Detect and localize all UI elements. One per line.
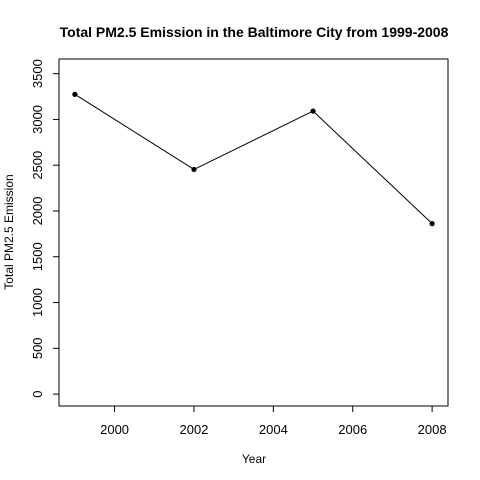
y-tick-label: 500 [30,337,45,359]
chart-title: Total PM2.5 Emission in the Baltimore Ci… [60,24,449,40]
x-axis-title: Year [242,452,266,466]
x-tick-label: 2006 [338,422,367,437]
y-axis: 0 500 1000 1500 2000 2500 3000 3500 [30,59,60,398]
series-line [74,93,433,224]
y-tick-label: 1000 [30,288,45,317]
y-tick-label: 1500 [30,242,45,271]
y-tick-label: 2500 [30,151,45,180]
data-point [429,221,435,227]
y-tick-label: 3500 [30,59,45,88]
x-tick-label: 2008 [418,422,447,437]
data-point [191,166,197,173]
y-tick-label: 0 [30,390,45,397]
y-axis-title: Total PM2.5 Emission [2,174,16,289]
y-tick-label: 3000 [30,105,45,134]
x-axis: 2000 2002 2004 2006 2008 [100,405,447,437]
data-point [72,91,78,97]
series-layer [72,91,435,227]
x-tick-label: 2002 [179,422,208,437]
x-tick-label: 2000 [100,422,129,437]
y-tick-label: 2000 [30,197,45,226]
x-tick-label: 2004 [259,422,288,437]
data-point [310,108,316,114]
